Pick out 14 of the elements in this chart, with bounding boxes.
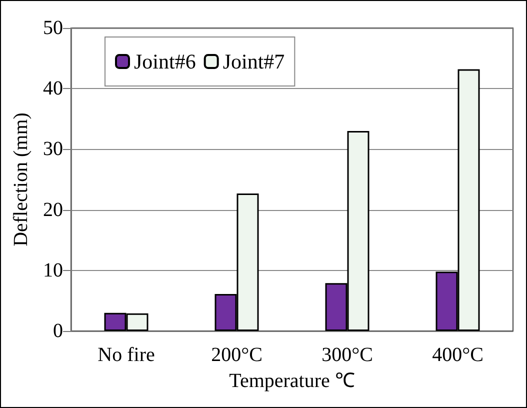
- x-tick-label: 300°C: [322, 344, 373, 366]
- y-tick-label: 10: [43, 259, 63, 282]
- x-tick-label: 200°C: [211, 344, 262, 366]
- x-axis-title: Temperature ℃: [229, 370, 355, 392]
- y-tick-label: 30: [43, 138, 63, 160]
- y-axis-title: Deflection (mm): [10, 112, 32, 246]
- x-tick-label: No fire: [98, 344, 155, 366]
- y-tick-label: 20: [43, 198, 63, 221]
- legend-label: Joint#7: [222, 50, 285, 74]
- x-tick-label: 400°C: [432, 344, 484, 366]
- legend-label: Joint#6: [134, 50, 196, 74]
- y-tick-label: 0: [53, 320, 63, 342]
- y-tick-label: 50: [43, 17, 63, 39]
- y-tick-label: 40: [43, 78, 63, 100]
